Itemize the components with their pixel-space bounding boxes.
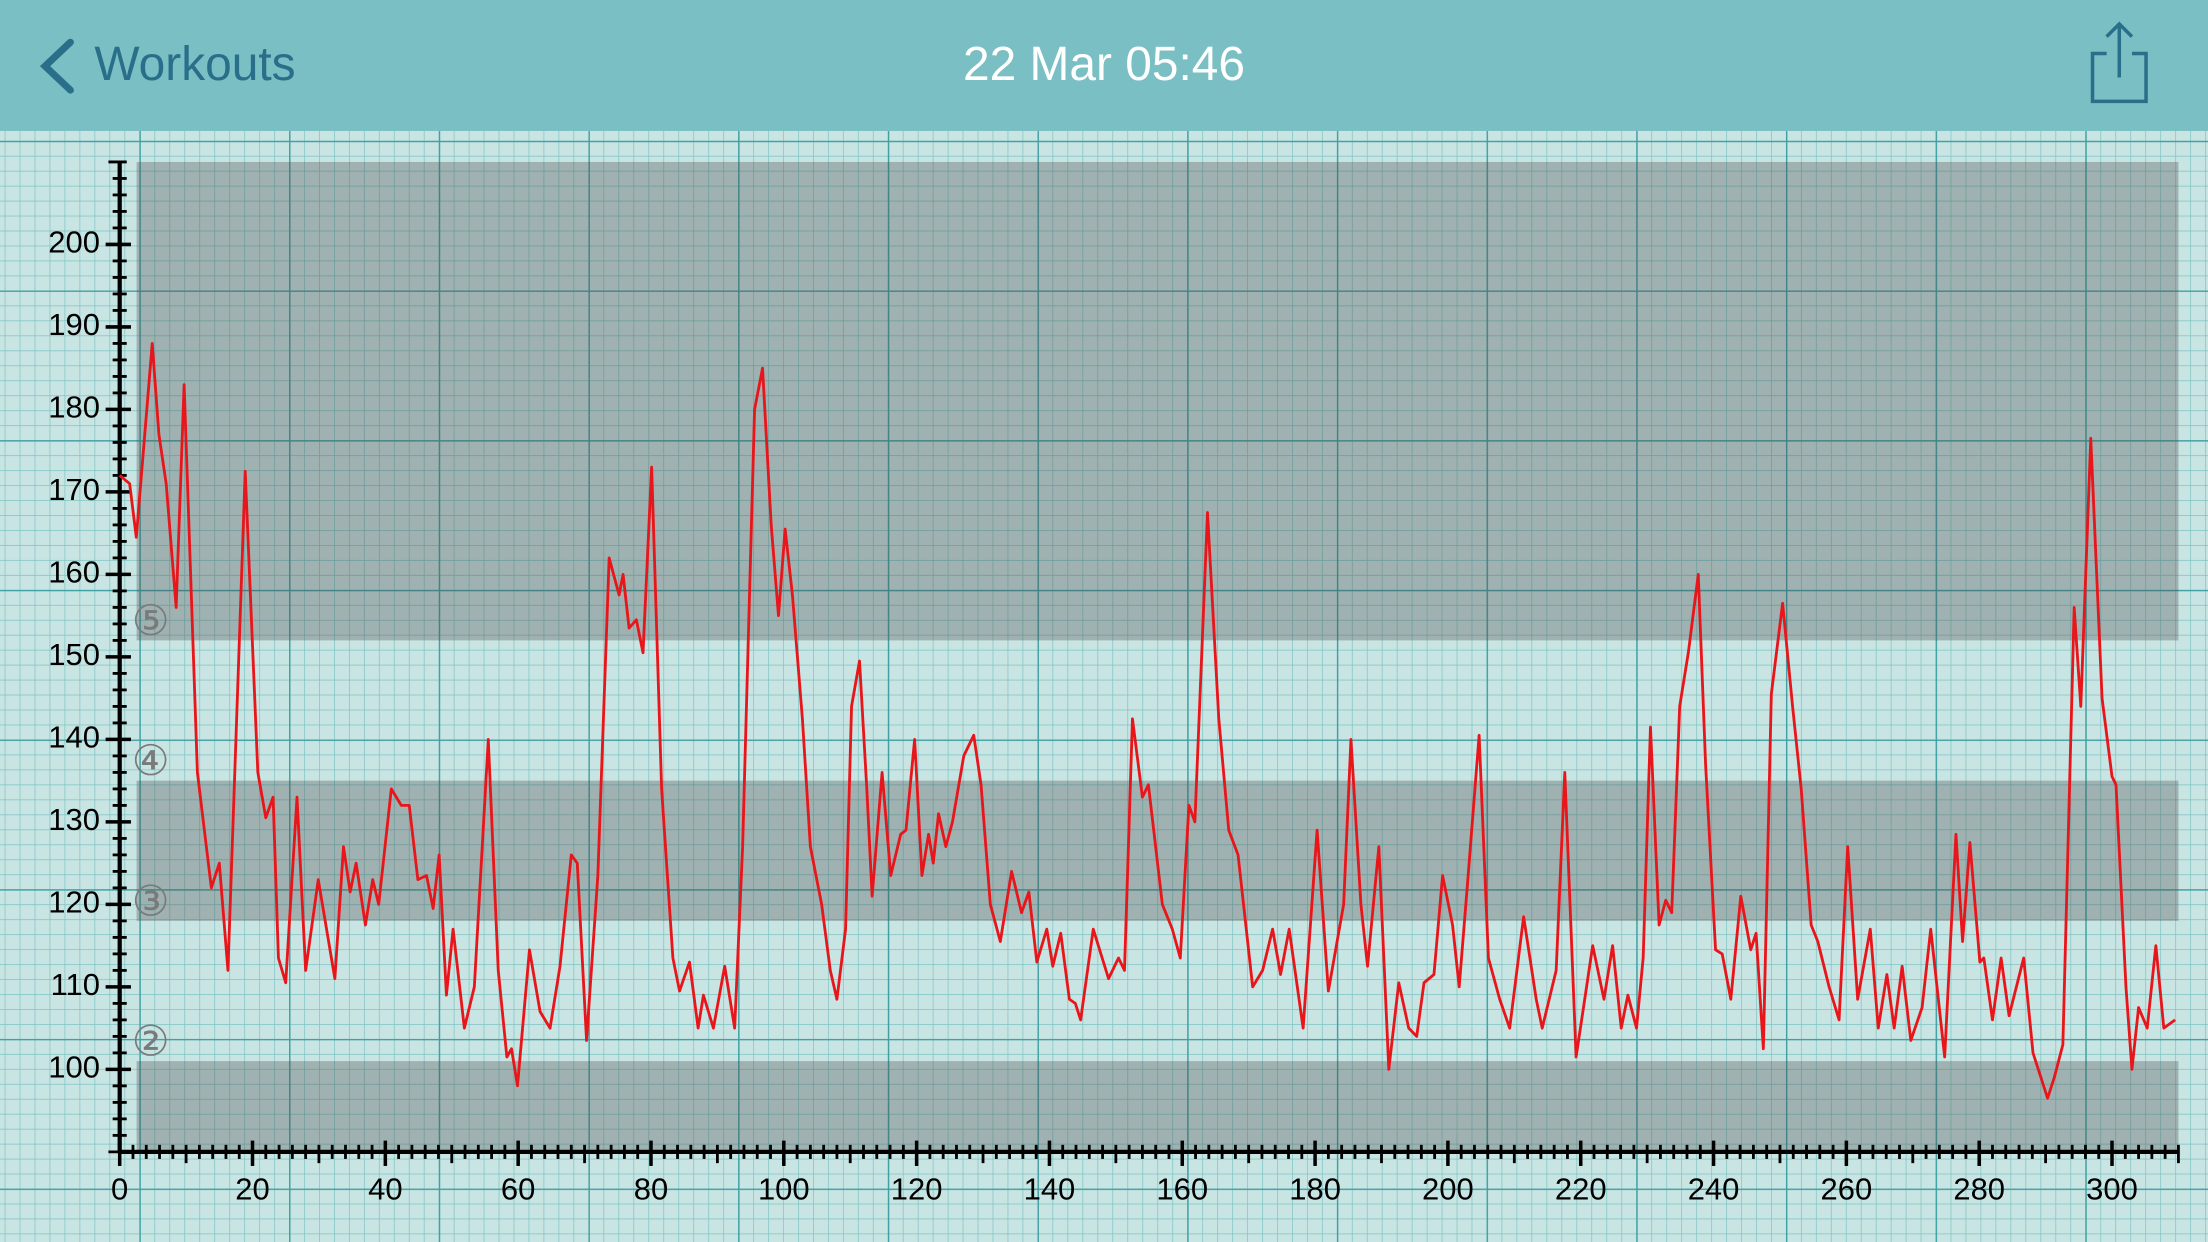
x-tick-label: 200 (1422, 1171, 1474, 1206)
x-tick-label: 140 (1024, 1171, 1076, 1206)
zone-label: ② (132, 1017, 170, 1066)
y-tick-label: 150 (48, 637, 100, 672)
nav-bar (0, 0, 2208, 131)
heart-rate-line (118, 342, 2176, 1100)
x-tick-label: 80 (634, 1171, 668, 1206)
x-tick-label: 220 (1555, 1171, 1607, 1206)
y-tick-label: 170 (48, 472, 100, 507)
x-tick-label: 160 (1156, 1171, 1208, 1206)
x-tick-label: 60 (501, 1171, 535, 1206)
paper-major-grid (0, 130, 2208, 1242)
x-tick-label: 40 (368, 1171, 402, 1206)
y-tick-label: 200 (48, 225, 100, 260)
y-tick-label: 180 (48, 390, 100, 425)
zone-label: ③ (132, 876, 170, 925)
x-tick-label: 20 (235, 1171, 269, 1206)
zone-band (136, 161, 2179, 641)
zone-label: ④ (132, 736, 170, 785)
y-tick-label: 140 (48, 720, 100, 755)
zone-label: ⑤ (132, 596, 170, 645)
plot: ② ③ ④ ⑤ 0 20 40 60 80 100 120 140 160 180 200 220 240 260… (48, 160, 2180, 1206)
y-tick-label: 160 (48, 555, 100, 590)
zone-band (136, 1061, 2179, 1152)
nav-title: 22 Mar 05:46 (963, 38, 1245, 91)
x-tick-label: 180 (1289, 1171, 1341, 1206)
y-tick-label: 190 (48, 307, 100, 342)
x-tick-label: 100 (758, 1171, 810, 1206)
back-button[interactable]: Workouts (94, 38, 295, 91)
back-chevron[interactable] (39, 38, 74, 94)
y-tick-label: 130 (48, 802, 100, 837)
x-tick-label: 280 (1953, 1171, 2005, 1206)
x-tick-label: 300 (2086, 1171, 2138, 1206)
y-tick-label: 120 (48, 885, 100, 920)
x-tick-label: 260 (1821, 1171, 1873, 1206)
x-tick-label: 240 (1688, 1171, 1740, 1206)
share-button[interactable] (2090, 21, 2148, 104)
y-tick-label: 110 (51, 967, 100, 1002)
x-tick-label: 0 (111, 1171, 128, 1206)
x-tick-label: 120 (891, 1171, 943, 1206)
y-tick-label: 100 (48, 1050, 100, 1085)
